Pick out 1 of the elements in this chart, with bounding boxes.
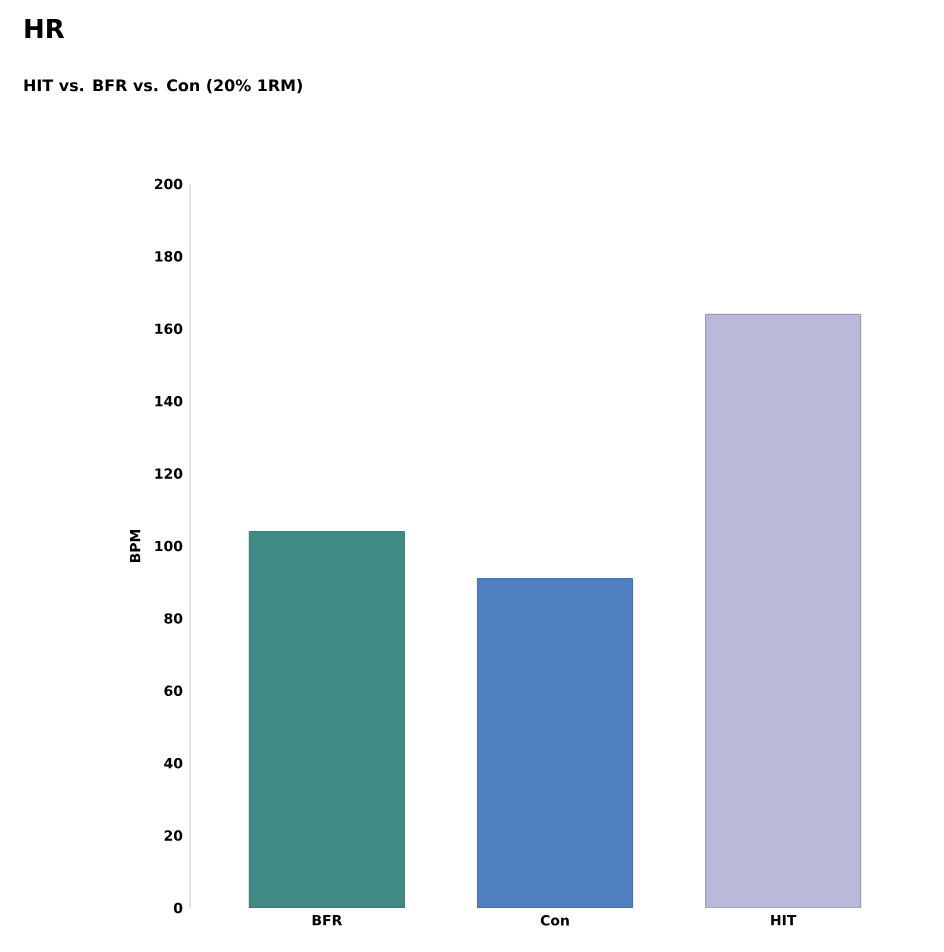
chart-title: HR (25, 19, 65, 38)
